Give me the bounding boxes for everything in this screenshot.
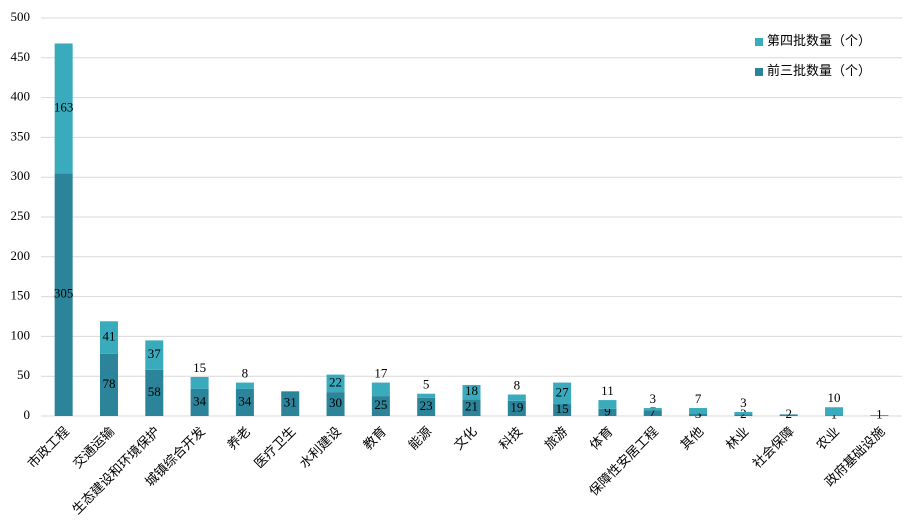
bar-segment <box>553 382 572 405</box>
data-label: 19 <box>510 399 523 414</box>
data-label: 15 <box>193 360 206 375</box>
data-label: 1 <box>876 407 883 422</box>
bar-segment <box>598 400 617 409</box>
data-label: 7 <box>695 391 702 406</box>
x-tick-label: 林业 <box>723 424 752 453</box>
data-label: 21 <box>465 399 478 414</box>
x-tick-label: 交通运输 <box>70 424 117 471</box>
data-label: 17 <box>374 366 388 381</box>
bar-segment <box>281 391 300 416</box>
bar-segment <box>870 415 889 416</box>
x-tick-label: 社会保障 <box>750 424 797 471</box>
bar-segment <box>779 414 798 416</box>
y-tick-label: 350 <box>11 128 31 143</box>
data-label: 37 <box>148 346 162 361</box>
bar-segment <box>825 407 844 416</box>
bar-segment <box>145 369 164 416</box>
bar-segment <box>689 408 708 414</box>
x-tick-label: 科技 <box>496 424 525 453</box>
bar-segment <box>734 414 753 416</box>
data-label: 3 <box>740 395 747 410</box>
x-tick-label: 文化 <box>451 424 480 453</box>
x-tick-label: 农业 <box>813 424 842 453</box>
x-tick-label: 市政工程 <box>25 424 72 471</box>
data-label: 9 <box>604 403 611 418</box>
data-label: 58 <box>148 384 161 399</box>
data-label: 18 <box>465 383 478 398</box>
y-tick-label: 500 <box>11 9 31 24</box>
bar-segment <box>417 397 436 416</box>
bar-segment <box>507 400 526 416</box>
data-label: 3 <box>650 391 657 406</box>
x-tick-label: 养老 <box>224 424 253 453</box>
data-label: 7 <box>650 404 657 419</box>
bar-segment <box>417 393 436 398</box>
bar-segment <box>190 376 209 389</box>
x-tick-label: 教育 <box>360 424 389 453</box>
y-tick-label: 300 <box>11 168 31 183</box>
bar-segment <box>190 388 209 416</box>
data-label: 31 <box>284 395 297 410</box>
bar-segment <box>235 388 254 416</box>
bar-segment <box>326 392 345 416</box>
data-label: 34 <box>193 393 207 408</box>
x-tick-label: 旅游 <box>541 424 570 453</box>
y-tick-label: 450 <box>11 49 31 64</box>
bar-segment <box>99 353 118 416</box>
bar-segment <box>235 382 254 389</box>
x-tick-label: 能源 <box>405 424 434 453</box>
bar-segment <box>553 404 572 416</box>
y-tick-label: 250 <box>11 208 31 223</box>
x-tick-label: 生态建设和环境保护 <box>69 424 162 517</box>
data-label: 2 <box>785 406 792 421</box>
legend-label: 第四批数量（个） <box>767 33 871 48</box>
bar-segment <box>371 382 390 397</box>
data-label: 30 <box>329 395 342 410</box>
data-label: 27 <box>556 384 570 399</box>
data-label: 8 <box>242 366 249 381</box>
data-label: 22 <box>329 374 342 389</box>
x-tick-label: 体育 <box>587 424 616 453</box>
legend-swatch <box>755 38 763 46</box>
y-tick-label: 50 <box>17 367 30 382</box>
bar-segment <box>54 173 73 416</box>
y-tick-label: 0 <box>24 407 31 422</box>
bar-segment <box>689 413 708 416</box>
y-tick-label: 200 <box>11 248 31 263</box>
x-tick-label: 医疗卫生 <box>251 424 298 471</box>
bar-segment <box>99 321 118 354</box>
bar-segment <box>145 340 164 370</box>
bar-segment <box>643 408 662 411</box>
x-tick-label: 其他 <box>677 424 706 453</box>
data-label: 25 <box>374 397 387 412</box>
data-label: 10 <box>828 390 841 405</box>
data-label: 41 <box>102 329 115 344</box>
bar-segment <box>462 399 481 416</box>
y-tick-label: 150 <box>11 288 31 303</box>
bar-segment <box>825 415 844 416</box>
data-label: 8 <box>514 377 521 392</box>
data-label: 5 <box>423 377 430 392</box>
bar-segment <box>371 396 390 416</box>
bar-segment <box>598 408 617 416</box>
bar-segment <box>54 43 73 174</box>
bar-segment <box>326 374 345 393</box>
bar-segment <box>507 394 526 401</box>
data-label: 15 <box>556 401 569 416</box>
legend-label: 前三批数量（个） <box>767 63 871 78</box>
data-label: 11 <box>601 383 614 398</box>
data-label: 78 <box>102 376 115 391</box>
y-tick-label: 400 <box>11 89 31 104</box>
data-label: 163 <box>54 99 74 114</box>
bar-segment <box>643 410 662 416</box>
data-label: 23 <box>420 398 433 413</box>
x-tick-label: 水利建设 <box>296 424 343 471</box>
bar-segment <box>462 384 481 400</box>
data-label: 305 <box>54 286 74 301</box>
y-tick-label: 100 <box>11 327 31 342</box>
data-label: 34 <box>238 393 252 408</box>
legend-swatch <box>755 68 763 76</box>
bar-segment <box>734 412 753 415</box>
